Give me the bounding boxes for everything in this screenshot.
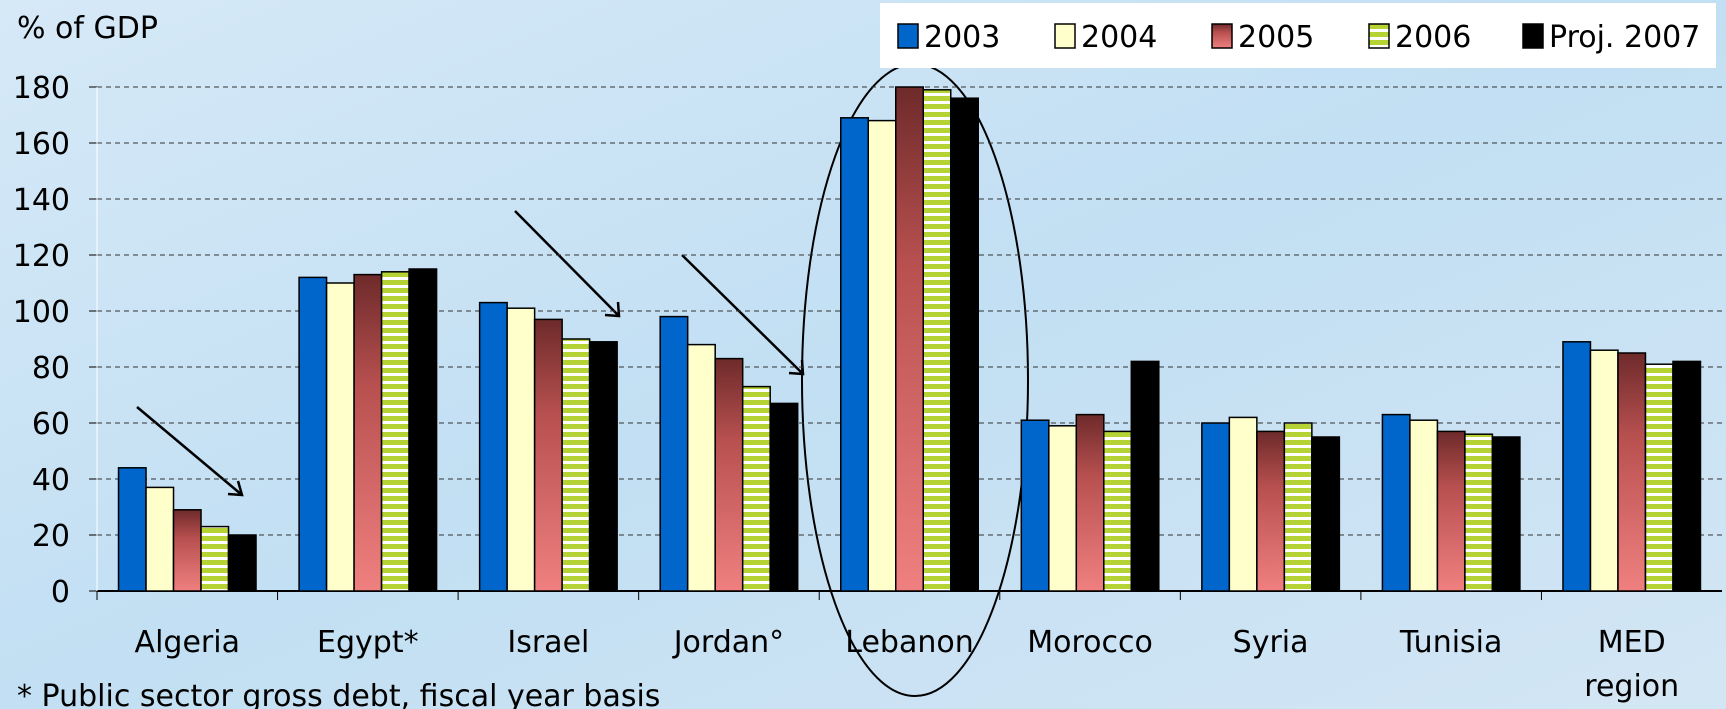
- bar: [1617, 352, 1647, 592]
- bar: [1103, 430, 1133, 592]
- legend-box: [880, 3, 1716, 68]
- footnote: * Public sector gross debt, fiscal year …: [17, 679, 660, 709]
- bar: [1409, 419, 1439, 592]
- bar: [922, 89, 952, 592]
- y-tick-label: 180: [13, 71, 70, 106]
- bar: [117, 467, 147, 592]
- y-tick-label: 0: [51, 575, 70, 610]
- bar: [1048, 425, 1078, 592]
- bar: [1075, 413, 1105, 592]
- legend-label: 2003: [924, 20, 1000, 55]
- bar: [200, 525, 230, 592]
- x-tick-label: Algeria: [134, 625, 240, 660]
- legend-swatch: [1054, 23, 1076, 49]
- y-tick-label: 20: [32, 519, 70, 554]
- y-tick-label: 80: [32, 351, 70, 386]
- legend-label: 2005: [1238, 20, 1314, 55]
- legend-swatch: [1368, 23, 1390, 49]
- bar: [950, 97, 979, 592]
- bar: [1464, 433, 1494, 592]
- y-tick-label: 60: [32, 407, 70, 442]
- bar: [1644, 363, 1674, 592]
- x-tick-label: Jordan°: [673, 625, 785, 660]
- y-axis-title: % of GDP: [17, 11, 158, 46]
- bar: [867, 119, 897, 592]
- x-tick-label: Egypt*: [317, 625, 419, 660]
- bar: [561, 338, 591, 592]
- bar: [1228, 416, 1258, 592]
- arrows: [136, 210, 805, 497]
- bar: [325, 282, 355, 592]
- bar: [741, 385, 771, 592]
- bar: [478, 301, 508, 592]
- legend-label: Proj. 2007: [1549, 20, 1700, 55]
- legend-swatch: [1211, 23, 1233, 49]
- legend-swatch: [1522, 23, 1544, 49]
- x-tick-label: Morocco: [1027, 625, 1153, 660]
- bar: [533, 318, 563, 592]
- x-tick-label: Tunisia: [1399, 625, 1503, 660]
- bar: [380, 271, 410, 592]
- bar: [1020, 419, 1050, 592]
- bar: [895, 86, 924, 592]
- bar: [1589, 349, 1619, 592]
- x-tick-label: Lebanon: [845, 625, 974, 660]
- bar: [145, 486, 175, 592]
- y-tick-label: 100: [13, 295, 70, 330]
- x-tick-label: Syria: [1232, 625, 1309, 660]
- bar: [1283, 422, 1313, 592]
- legend-label: 2004: [1081, 20, 1157, 55]
- bar: [1672, 360, 1702, 592]
- bar: [227, 534, 257, 592]
- bar: [588, 341, 618, 592]
- bar: [1381, 413, 1411, 592]
- bar: [1201, 422, 1231, 592]
- y-tick-label: 160: [13, 127, 70, 162]
- bar: [1491, 436, 1521, 592]
- bar: [298, 276, 328, 592]
- bar: [1311, 436, 1341, 592]
- legend-label: 2006: [1395, 20, 1471, 55]
- y-tick-label: 140: [13, 183, 70, 218]
- bar: [840, 117, 869, 592]
- bar: [769, 402, 799, 592]
- bar: [686, 343, 716, 592]
- y-tick-label: 120: [13, 239, 70, 274]
- bar: [1130, 360, 1160, 592]
- x-tick-label: Israel: [507, 625, 590, 660]
- bar: [659, 315, 689, 592]
- legend-swatch: [897, 23, 919, 49]
- bar: [408, 268, 438, 592]
- x-tick-label: MED region: [1584, 625, 1680, 704]
- bar: [1256, 430, 1286, 592]
- bar: [1436, 430, 1466, 592]
- bar: [353, 273, 383, 592]
- bar: [714, 357, 744, 592]
- y-tick-label: 40: [32, 463, 70, 498]
- bar: [1562, 341, 1592, 592]
- bar: [172, 509, 202, 592]
- bar: [506, 307, 536, 592]
